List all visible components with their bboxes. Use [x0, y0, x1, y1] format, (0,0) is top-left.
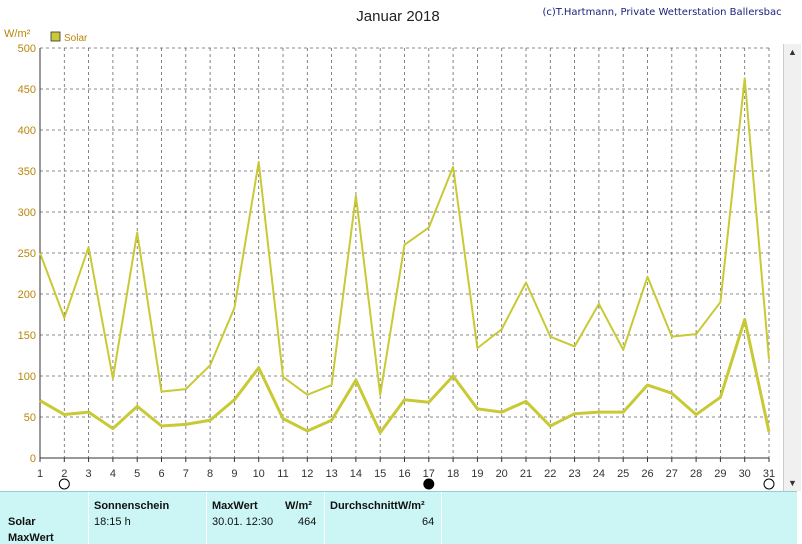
- x-tick-label: 1: [37, 468, 43, 480]
- scroll-down-icon[interactable]: ▼: [788, 478, 797, 488]
- x-tick-label: 22: [544, 468, 556, 480]
- x-tick-label: 17: [423, 468, 435, 480]
- x-tick-label: 29: [714, 468, 726, 480]
- x-tick-label: 4: [110, 468, 116, 480]
- new-moon-icon: [423, 478, 435, 490]
- stats-divider: [206, 492, 207, 544]
- x-tick-label: 30: [739, 468, 751, 480]
- x-tick-label: 3: [86, 468, 92, 480]
- avg-value: 64: [422, 516, 435, 528]
- stats-divider: [324, 492, 325, 544]
- y-tick-label: 400: [18, 125, 36, 137]
- max-header: MaxWert: [212, 500, 258, 512]
- scroll-up-icon[interactable]: ▲: [788, 47, 797, 57]
- legend-swatch: [50, 31, 61, 42]
- x-tick-label: 20: [496, 468, 508, 480]
- max-unit: W/m²: [285, 500, 312, 512]
- stats-row-label-maxwert: MaxWert: [8, 532, 54, 544]
- series-line-mean: [39, 317, 771, 435]
- x-tick-label: 8: [207, 468, 213, 480]
- x-tick-label: 19: [471, 468, 483, 480]
- grid: [39, 47, 770, 459]
- x-tick-label: 15: [374, 468, 386, 480]
- credit-text: (c)T.Hartmann, Private Wetterstation Bal…: [542, 7, 782, 18]
- y-tick-label: 300: [18, 207, 36, 219]
- stats-divider: [88, 492, 89, 544]
- sunshine-header: Sonnenschein: [94, 500, 170, 512]
- x-tick-label: 21: [520, 468, 532, 480]
- stats-divider: [441, 492, 442, 544]
- x-tick-label: 12: [301, 468, 313, 480]
- x-tick-label: 5: [134, 468, 140, 480]
- y-tick-label: 150: [18, 330, 36, 342]
- x-tick-label: 11: [277, 468, 288, 480]
- x-tick-label: 6: [158, 468, 164, 480]
- x-tick-label: 28: [690, 468, 702, 480]
- x-tick-label: 26: [641, 468, 653, 480]
- y-tick-label: 500: [18, 43, 36, 55]
- x-tick-label: 10: [253, 468, 265, 480]
- chart-title: Januar 2018: [356, 8, 439, 25]
- y-tick-label: 200: [18, 289, 36, 301]
- y-tick-label: 50: [24, 412, 36, 424]
- avg-header: DurchschnittW/m²: [330, 500, 425, 512]
- x-tick-label: 31: [763, 468, 775, 480]
- x-tick-label: 24: [593, 468, 605, 480]
- y-tick-label: 100: [18, 371, 36, 383]
- max-value: 464: [298, 516, 317, 528]
- x-tick-label: 7: [183, 468, 189, 480]
- stats-panel: Solar MaxWert Sonnenschein 18:15 h MaxWe…: [0, 491, 797, 544]
- y-tick-label: 250: [18, 248, 36, 260]
- y-axis-unit: W/m²: [4, 28, 31, 40]
- full-moon-icon: [763, 478, 775, 490]
- x-tick-label: 16: [398, 468, 410, 480]
- moon-phases: [58, 478, 775, 490]
- y-tick-label: 0: [30, 453, 36, 465]
- x-tick-label: 18: [447, 468, 459, 480]
- chart: Januar 2018 (c)T.Hartmann, Private Wette…: [4, 7, 782, 490]
- stats-row-label-solar: Solar: [8, 516, 36, 528]
- max-date: 30.01. 12:30: [212, 516, 274, 528]
- x-tick-label: 2: [61, 468, 67, 480]
- sunshine-value: 18:15 h: [94, 516, 131, 528]
- x-tick-label: 14: [350, 468, 362, 480]
- x-tick-label: 25: [617, 468, 629, 480]
- series: [39, 77, 771, 435]
- full-moon-icon: [58, 478, 70, 490]
- x-tick-label: 13: [325, 468, 337, 480]
- series-line-max: [39, 77, 770, 396]
- x-tick-label: 27: [666, 468, 678, 480]
- x-tick-label: 9: [231, 468, 237, 480]
- legend-label: Solar: [64, 33, 88, 44]
- y-tick-label: 350: [18, 166, 36, 178]
- x-tick-label: 23: [568, 468, 580, 480]
- y-tick-label: 450: [18, 84, 36, 96]
- vertical-scrollbar[interactable]: ▲ ▼: [783, 44, 801, 491]
